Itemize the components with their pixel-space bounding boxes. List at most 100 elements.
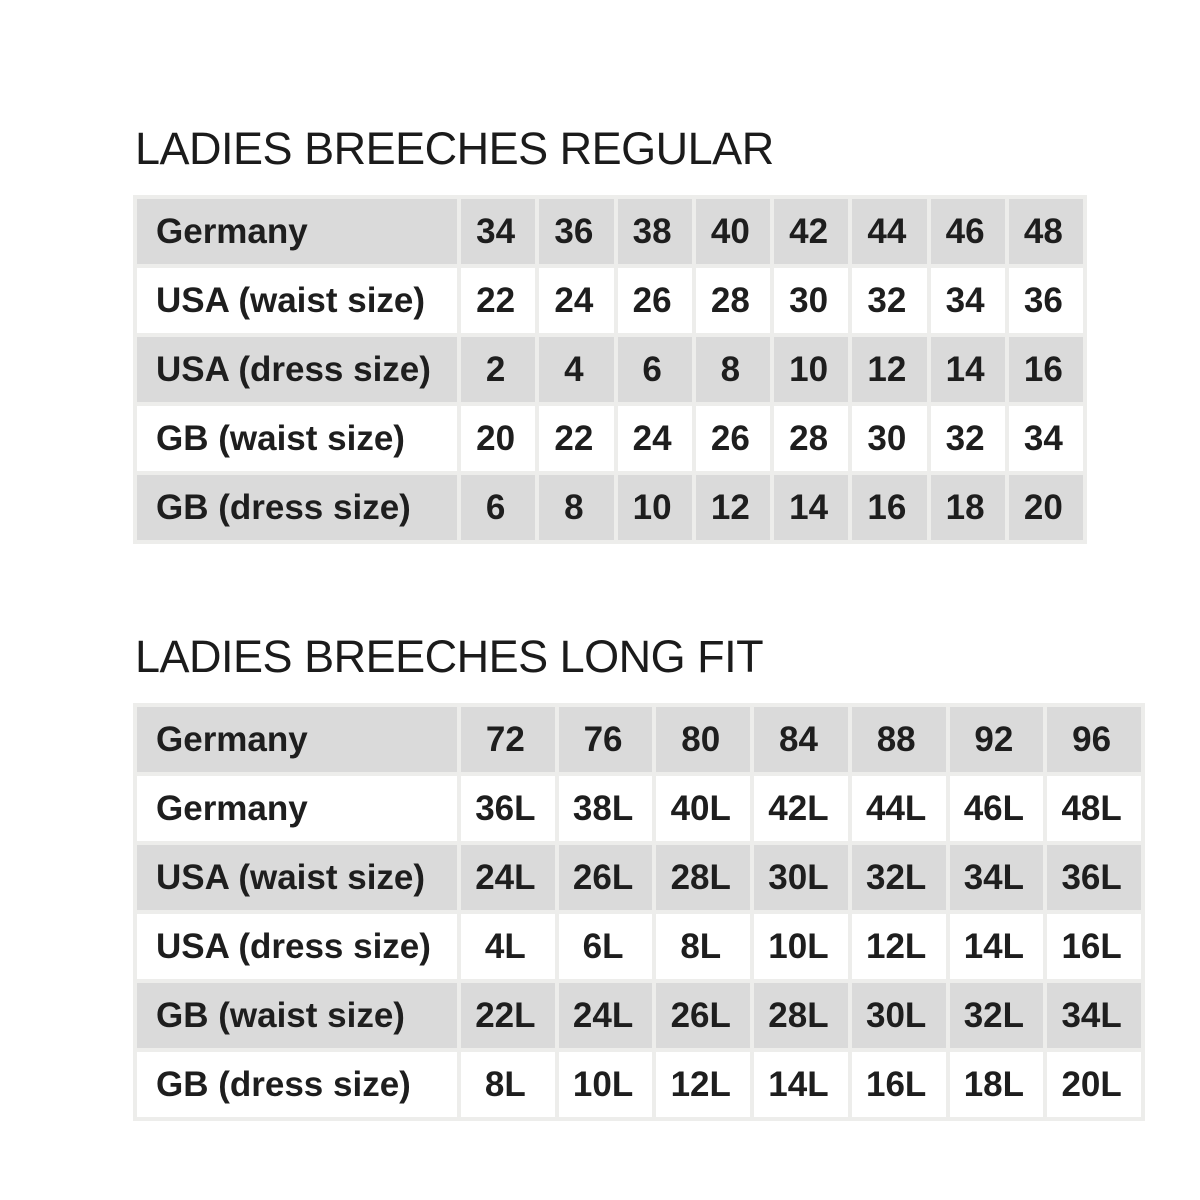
size-value-cell: 80 bbox=[656, 707, 751, 772]
size-value-cell: 18 bbox=[930, 475, 1005, 540]
size-value-cell: 38 bbox=[617, 199, 692, 264]
size-value-cell: 36L bbox=[461, 776, 555, 841]
size-value-cell: 32 bbox=[852, 268, 927, 333]
size-value-cell: 38L bbox=[558, 776, 653, 841]
row-label: GB (dress size) bbox=[137, 1052, 457, 1117]
size-value-cell: 12L bbox=[656, 1052, 751, 1117]
size-value-cell: 6 bbox=[617, 337, 692, 402]
size-value-cell: 34 bbox=[461, 199, 536, 264]
size-value-cell: 14 bbox=[930, 337, 1005, 402]
size-value-cell: 34L bbox=[1047, 983, 1141, 1048]
size-value-cell: 4 bbox=[539, 337, 614, 402]
size-value-cell: 26L bbox=[558, 845, 653, 910]
size-value-cell: 18L bbox=[949, 1052, 1044, 1117]
regular-breeches-size-table: Germany 34 36 38 40 42 44 46 48 USA (waist size) 2… bbox=[133, 195, 1087, 544]
size-value-cell: 96 bbox=[1047, 707, 1141, 772]
size-value-cell: 30 bbox=[774, 268, 849, 333]
size-value-cell: 46 bbox=[930, 199, 1005, 264]
size-value-cell: 44 bbox=[852, 199, 927, 264]
size-value-cell: 30 bbox=[852, 406, 927, 471]
size-value-cell: 36L bbox=[1047, 845, 1141, 910]
row-label: Germany bbox=[137, 776, 457, 841]
size-value-cell: 32 bbox=[930, 406, 1005, 471]
size-value-cell: 28L bbox=[754, 983, 848, 1048]
size-value-cell: 6L bbox=[558, 914, 653, 979]
size-value-cell: 14L bbox=[949, 914, 1044, 979]
row-label: GB (waist size) bbox=[137, 983, 457, 1048]
row-label: USA (dress size) bbox=[137, 914, 457, 979]
size-value-cell: 76 bbox=[558, 707, 653, 772]
size-value-cell: 14L bbox=[754, 1052, 848, 1117]
row-label: USA (dress size) bbox=[137, 337, 457, 402]
size-value-cell: 40 bbox=[695, 199, 770, 264]
size-value-cell: 8 bbox=[539, 475, 614, 540]
size-value-cell: 48 bbox=[1008, 199, 1083, 264]
size-value-cell: 48L bbox=[1047, 776, 1141, 841]
regular-breeches-section: LADIES BREECHES REGULAR Germany 34 36 38 40 4… bbox=[133, 126, 1087, 544]
size-value-cell: 16L bbox=[851, 1052, 946, 1117]
size-table-row: GB (dress size) 6 8 10 12 14 16 18 20 bbox=[137, 475, 1083, 540]
size-value-cell: 16 bbox=[852, 475, 927, 540]
size-table-row: GB (waist size) 22L 24L 26L 28L 30L 32L 34L bbox=[137, 983, 1141, 1048]
size-value-cell: 10L bbox=[558, 1052, 653, 1117]
size-value-cell: 28L bbox=[656, 845, 751, 910]
longfit-breeches-size-table: Germany 72 76 80 84 88 92 96 Germany 36L 38L 40L 42L… bbox=[133, 703, 1145, 1121]
size-value-cell: 42L bbox=[754, 776, 848, 841]
size-value-cell: 14 bbox=[774, 475, 849, 540]
size-value-cell: 6 bbox=[461, 475, 536, 540]
size-table-row: GB (dress size) 8L 10L 12L 14L 16L 18L 20L bbox=[137, 1052, 1141, 1117]
size-value-cell: 12 bbox=[852, 337, 927, 402]
size-value-cell: 22 bbox=[461, 268, 536, 333]
size-value-cell: 8 bbox=[695, 337, 770, 402]
size-value-cell: 16 bbox=[1008, 337, 1083, 402]
size-value-cell: 22 bbox=[539, 406, 614, 471]
size-value-cell: 72 bbox=[461, 707, 555, 772]
row-label: USA (waist size) bbox=[137, 268, 457, 333]
size-value-cell: 10 bbox=[774, 337, 849, 402]
size-value-cell: 34L bbox=[949, 845, 1044, 910]
size-value-cell: 12L bbox=[851, 914, 946, 979]
size-value-cell: 36 bbox=[539, 199, 614, 264]
size-value-cell: 24L bbox=[558, 983, 653, 1048]
size-table-row: USA (dress size) 2 4 6 8 10 12 14 16 bbox=[137, 337, 1083, 402]
row-label: GB (waist size) bbox=[137, 406, 457, 471]
size-table-row: Germany 34 36 38 40 42 44 46 48 bbox=[137, 199, 1083, 264]
size-value-cell: 4L bbox=[461, 914, 555, 979]
size-table-row: Germany 36L 38L 40L 42L 44L 46L 48L bbox=[137, 776, 1141, 841]
size-value-cell: 34 bbox=[1008, 406, 1083, 471]
size-value-cell: 2 bbox=[461, 337, 536, 402]
row-label: GB (dress size) bbox=[137, 475, 457, 540]
row-label: Germany bbox=[137, 199, 457, 264]
size-value-cell: 28 bbox=[695, 268, 770, 333]
size-value-cell: 12 bbox=[695, 475, 770, 540]
size-value-cell: 88 bbox=[851, 707, 946, 772]
size-value-cell: 24 bbox=[617, 406, 692, 471]
size-value-cell: 92 bbox=[949, 707, 1044, 772]
regular-breeches-title: LADIES BREECHES REGULAR bbox=[135, 123, 774, 174]
size-value-cell: 32L bbox=[949, 983, 1044, 1048]
size-table-row: USA (dress size) 4L 6L 8L 10L 12L 14L 16L bbox=[137, 914, 1141, 979]
size-value-cell: 84 bbox=[754, 707, 848, 772]
size-table-row: GB (waist size) 20 22 24 26 28 30 32 34 bbox=[137, 406, 1083, 471]
size-table-row: USA (waist size) 24L 26L 28L 30L 32L 34L 36L bbox=[137, 845, 1141, 910]
size-value-cell: 10 bbox=[617, 475, 692, 540]
size-value-cell: 10L bbox=[754, 914, 848, 979]
size-value-cell: 24L bbox=[461, 845, 555, 910]
size-value-cell: 24 bbox=[539, 268, 614, 333]
size-value-cell: 40L bbox=[656, 776, 751, 841]
size-value-cell: 22L bbox=[461, 983, 555, 1048]
row-label: USA (waist size) bbox=[137, 845, 457, 910]
size-value-cell: 20 bbox=[461, 406, 536, 471]
size-value-cell: 46L bbox=[949, 776, 1044, 841]
size-value-cell: 26 bbox=[617, 268, 692, 333]
size-value-cell: 20 bbox=[1008, 475, 1083, 540]
size-value-cell: 16L bbox=[1047, 914, 1141, 979]
size-value-cell: 42 bbox=[774, 199, 849, 264]
size-value-cell: 20L bbox=[1047, 1052, 1141, 1117]
size-value-cell: 36 bbox=[1008, 268, 1083, 333]
size-value-cell: 44L bbox=[851, 776, 946, 841]
size-value-cell: 26 bbox=[695, 406, 770, 471]
size-table-row: Germany 72 76 80 84 88 92 96 bbox=[137, 707, 1141, 772]
size-value-cell: 34 bbox=[930, 268, 1005, 333]
size-value-cell: 30L bbox=[851, 983, 946, 1048]
